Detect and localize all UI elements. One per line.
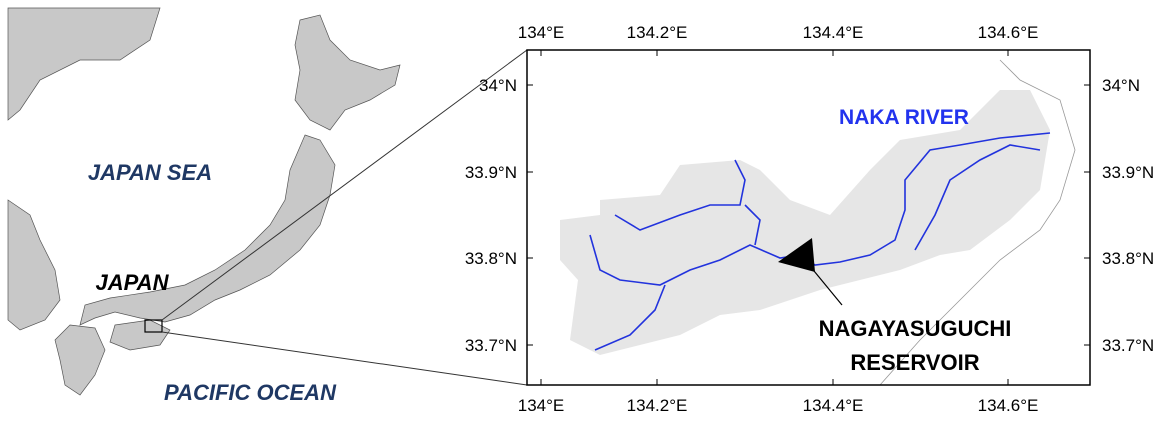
lat-tick-label: 34°N — [1102, 76, 1140, 95]
lat-tick-label: 33.8°N — [1102, 249, 1154, 268]
figure: JAPAN SEA JAPAN PACIFIC OCEAN NAKA RIVER… — [0, 0, 1165, 423]
lon-tick-label: 134.4°E — [803, 396, 864, 415]
sea-label: JAPAN SEA — [88, 160, 212, 185]
detail-map: NAKA RIVER NAGAYASUGUCHI RESERVOIR — [527, 50, 1090, 385]
lat-tick-label: 33.7°N — [1102, 336, 1154, 355]
reservoir-label: NAGAYASUGUCHI — [819, 316, 1012, 341]
river-label: NAKA RIVER — [839, 106, 969, 129]
lat-tick-label: 33.9°N — [1102, 163, 1154, 182]
lon-tick-label: 134.6°E — [978, 396, 1039, 415]
lat-tick-label: 33.7°N — [465, 336, 517, 355]
country-label: JAPAN — [96, 270, 170, 295]
lat-tick-label: 33.9°N — [465, 163, 517, 182]
overview-map: JAPAN SEA JAPAN PACIFIC OCEAN — [8, 8, 527, 418]
lon-tick-label: 134.2°E — [627, 23, 688, 42]
lon-tick-label: 134.2°E — [627, 396, 688, 415]
lon-tick-label: 134°E — [518, 396, 565, 415]
lon-tick-label: 134.4°E — [803, 23, 864, 42]
sea-label: PACIFIC OCEAN — [164, 380, 337, 405]
lon-tick-label: 134°E — [518, 23, 565, 42]
lon-tick-label: 134.6°E — [978, 23, 1039, 42]
map-figure: JAPAN SEA JAPAN PACIFIC OCEAN NAKA RIVER… — [0, 0, 1165, 423]
lat-tick-label: 33.8°N — [465, 249, 517, 268]
reservoir-label: RESERVOIR — [850, 350, 979, 375]
lat-tick-label: 34°N — [479, 76, 517, 95]
